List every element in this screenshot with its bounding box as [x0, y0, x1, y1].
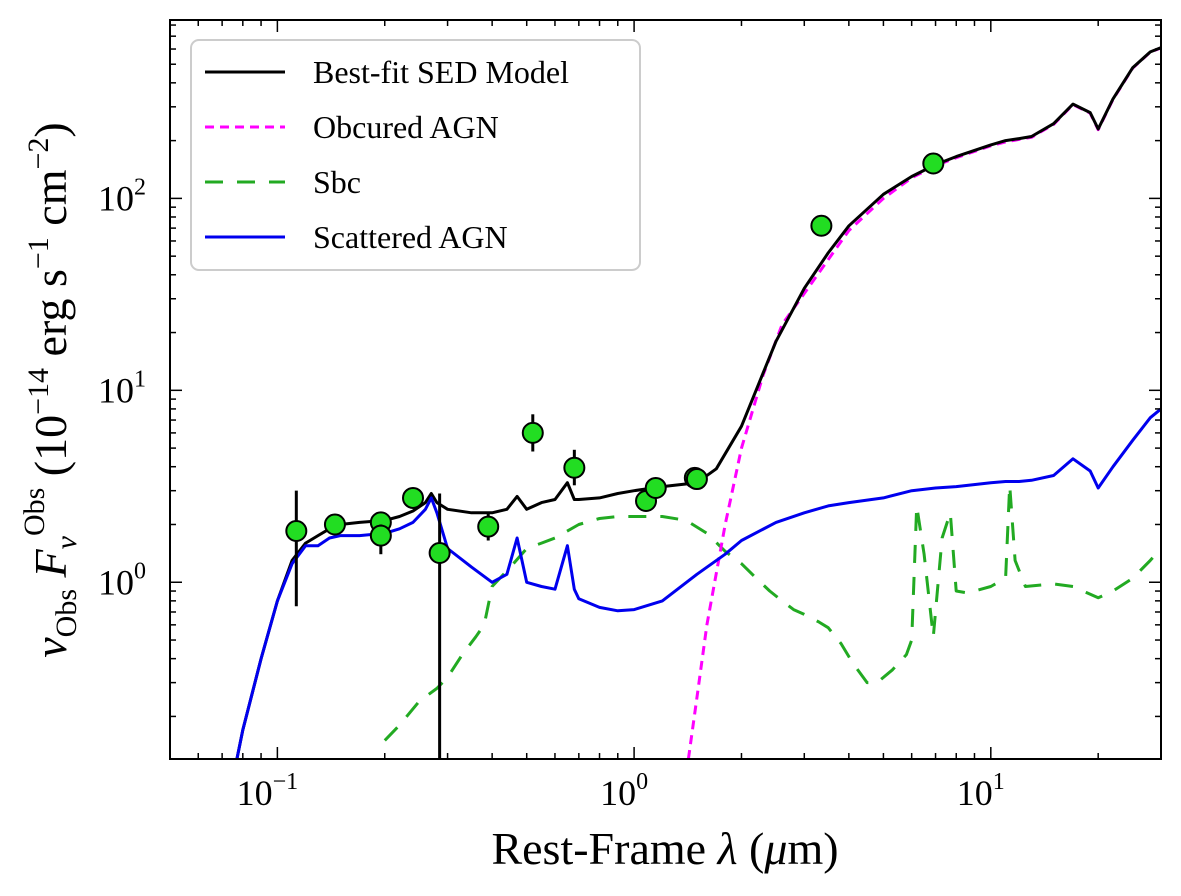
observation-marker [285, 519, 308, 542]
observation-point [685, 468, 708, 491]
series-line-sbc [383, 483, 1161, 742]
series-line-scattered-agn [235, 407, 1161, 759]
observation-point [810, 214, 833, 237]
observation-point [285, 490, 308, 607]
legend-label: Best-fit SED Model [313, 54, 569, 90]
legend-item-sbc: Sbc [205, 164, 361, 200]
series-layer [235, 46, 1161, 759]
x-tick-label: 10−1 [237, 769, 299, 813]
observation-marker [922, 152, 945, 175]
observation-point [323, 513, 346, 536]
observation-point [477, 512, 500, 541]
observation-point [922, 152, 945, 175]
y-tick-label: 101 [98, 366, 146, 410]
legend-label: Scattered AGN [313, 219, 508, 255]
observation-marker [477, 515, 500, 538]
tick-layer: 10−1 100 101 100 101 102 [98, 20, 1162, 813]
observation-marker [323, 513, 346, 536]
observation-marker [369, 524, 392, 547]
y-axis-title: νObs FνObs (10−14 erg s−1 cm−2) [18, 122, 83, 657]
observation-marker [810, 214, 833, 237]
legend-label: Sbc [313, 164, 361, 200]
observation-marker [428, 542, 451, 565]
observation-marker [402, 486, 425, 509]
observation-marker [644, 476, 667, 499]
legend-item-obcured-agn: Obcured AGN [205, 109, 499, 145]
observation-point [563, 449, 586, 486]
x-axis-title: Rest-Frame λ (μm) [491, 823, 838, 874]
observation-point [369, 524, 392, 555]
legend: Best-fit SED Model Obcured AGN Sbc Scattere… [190, 39, 641, 271]
y-tick-label: 102 [98, 174, 146, 218]
observation-marker [521, 421, 544, 444]
legend-item-best-fit-sed-model: Best-fit SED Model [205, 54, 569, 90]
series-line-best-fit-sed-model [235, 46, 1161, 759]
x-tick-label: 101 [957, 769, 1005, 813]
observation-point [644, 476, 667, 499]
observations-layer [285, 152, 945, 759]
x-tick-label: 100 [600, 769, 648, 813]
plot-frame [169, 19, 1162, 760]
observation-point [521, 414, 544, 452]
observation-point [428, 493, 451, 759]
legend-label: Obcured AGN [313, 109, 499, 145]
observation-marker [685, 468, 708, 491]
observation-marker [563, 456, 586, 479]
legend-item-scattered-agn: Scattered AGN [205, 219, 508, 255]
observation-point [402, 486, 425, 509]
legend-frame [190, 39, 641, 271]
y-tick-label: 100 [98, 558, 146, 602]
